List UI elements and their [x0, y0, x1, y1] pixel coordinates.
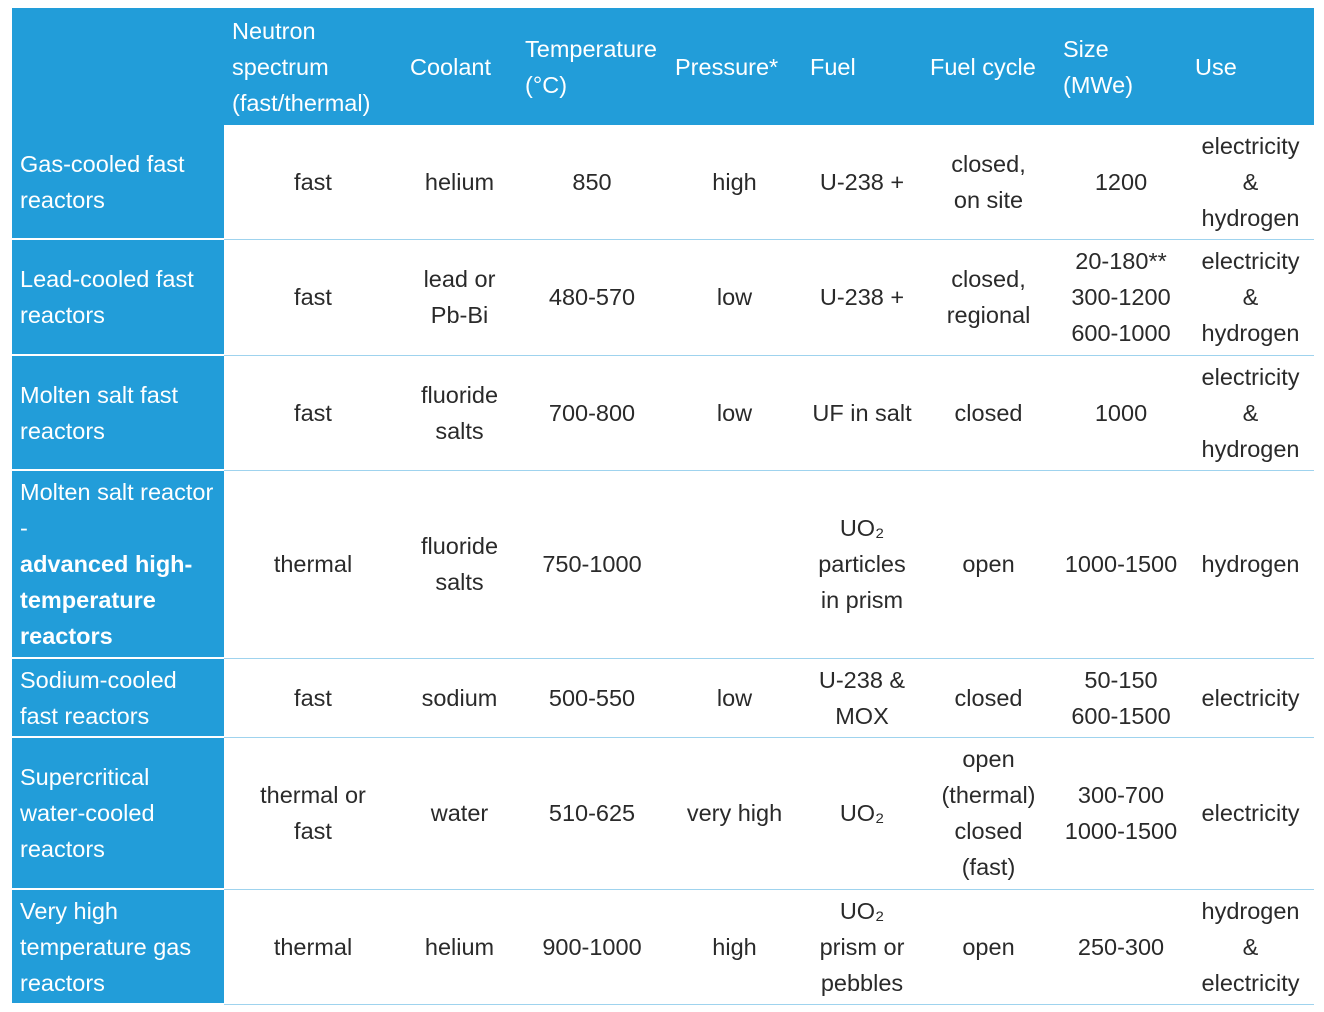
- table-cell: 700-800: [517, 355, 667, 471]
- column-header: Size (MWe): [1055, 8, 1187, 125]
- table-cell: low: [667, 239, 802, 356]
- row-header: Molten salt fast reactors: [12, 355, 224, 471]
- table-cell: 1000-1500: [1055, 470, 1187, 659]
- table-cell: very high: [667, 737, 802, 890]
- table-cell: low: [667, 658, 802, 738]
- table-cell: helium: [402, 889, 517, 1005]
- table-cell: thermal: [224, 889, 402, 1005]
- table-cell: 50-150 600-1500: [1055, 658, 1187, 738]
- row-label: Molten salt fast reactors: [20, 381, 179, 444]
- table-cell: thermal or fast: [224, 737, 402, 890]
- column-header: Neutron spectrum (fast/thermal): [224, 8, 402, 125]
- table-cell: electricity: [1187, 737, 1314, 890]
- table-row: Supercritical water-cooled reactors therm…: [12, 737, 1314, 890]
- table-cell: U-238 & MOX: [802, 658, 922, 738]
- table-cell: UO₂ particles in prism: [802, 470, 922, 659]
- row-label: Gas-cooled fast reactors: [20, 150, 185, 213]
- table-cell: fast: [224, 125, 402, 240]
- row-header: Sodium-cooled fast reactors: [12, 658, 224, 738]
- table-cell: fast: [224, 239, 402, 356]
- column-header: Coolant: [402, 8, 517, 125]
- table-cell: UF in salt: [802, 355, 922, 471]
- table-cell: open: [922, 889, 1055, 1005]
- table-cell: 480-570: [517, 239, 667, 356]
- table-cell: UO₂: [802, 737, 922, 890]
- table-row: Molten salt reactor - advanced high-tempe…: [12, 470, 1314, 659]
- column-header: [12, 8, 224, 125]
- row-header: Lead-cooled fast reactors: [12, 239, 224, 356]
- table-cell: electricity & hydrogen: [1187, 239, 1314, 356]
- row-label: Molten salt reactor -: [20, 479, 214, 541]
- row-header: Molten salt reactor - advanced high-tempe…: [12, 470, 224, 659]
- column-header: Pressure*: [667, 8, 802, 125]
- table-row: Very high temperature gas reactors therma…: [12, 889, 1314, 1005]
- table-cell: UO₂ prism or pebbles: [802, 889, 922, 1005]
- table-cell: water: [402, 737, 517, 890]
- table-cell: 850: [517, 125, 667, 240]
- table-cell: open (thermal) closed (fast): [922, 737, 1055, 890]
- table-cell: electricity & hydrogen: [1187, 355, 1314, 471]
- table-cell: helium: [402, 125, 517, 240]
- table-cell: [667, 470, 802, 659]
- table-cell: closed, on site: [922, 125, 1055, 240]
- row-label: Lead-cooled fast reactors: [20, 266, 194, 328]
- table-cell: 750-1000: [517, 470, 667, 659]
- table-cell: fast: [224, 658, 402, 738]
- table-cell: U-238 +: [802, 125, 922, 240]
- row-header: Gas-cooled fast reactors: [12, 125, 224, 240]
- table-cell: closed, regional: [922, 239, 1055, 356]
- column-header: Fuel: [802, 8, 922, 125]
- column-header: Fuel cycle: [922, 8, 1055, 125]
- row-header: Very high temperature gas reactors: [12, 889, 224, 1005]
- row-label-bold: advanced high-temperature reactors: [20, 551, 193, 649]
- table-cell: 900-1000: [517, 889, 667, 1005]
- row-label: Very high temperature gas reactors: [20, 897, 192, 996]
- table-cell: thermal: [224, 470, 402, 659]
- table-row: Molten salt fast reactors fast fluoride sa…: [12, 355, 1314, 471]
- row-header: Supercritical water-cooled reactors: [12, 737, 224, 890]
- column-header: Temperature (°C): [517, 8, 667, 125]
- table-cell: hydrogen & electricity: [1187, 889, 1314, 1005]
- table-cell: 1200: [1055, 125, 1187, 240]
- table-cell: 20-180** 300-1200 600-1000: [1055, 239, 1187, 356]
- table-row: Sodium-cooled fast reactors fast sodium 500…: [12, 658, 1314, 738]
- table-cell: closed: [922, 658, 1055, 738]
- row-label: Supercritical water-cooled reactors: [20, 764, 155, 862]
- table-cell: 300-700 1000-1500: [1055, 737, 1187, 890]
- table-cell: 1000: [1055, 355, 1187, 471]
- reactor-table: Neutron spectrum (fast/thermal) Coolant Te…: [12, 8, 1314, 1005]
- table-cell: closed: [922, 355, 1055, 471]
- table-cell: electricity: [1187, 658, 1314, 738]
- table-cell: high: [667, 889, 802, 1005]
- table-cell: high: [667, 125, 802, 240]
- table-body: Gas-cooled fast reactors fast helium 850 hig…: [12, 125, 1314, 1005]
- table-cell: U-238 +: [802, 239, 922, 356]
- table-cell: fluoride salts: [402, 470, 517, 659]
- column-header: Use: [1187, 8, 1314, 125]
- table-cell: fast: [224, 355, 402, 471]
- table-cell: lead or Pb-Bi: [402, 239, 517, 356]
- table-cell: 500-550: [517, 658, 667, 738]
- table-cell: 250-300: [1055, 889, 1187, 1005]
- table-row: Lead-cooled fast reactors fast lead or Pb-…: [12, 239, 1314, 356]
- row-label: Sodium-cooled fast reactors: [20, 666, 177, 729]
- table-cell: open: [922, 470, 1055, 659]
- table-cell: hydrogen: [1187, 470, 1314, 659]
- table-cell: sodium: [402, 658, 517, 738]
- table-cell: electricity & hydrogen: [1187, 125, 1314, 240]
- header-row: Neutron spectrum (fast/thermal) Coolant Te…: [12, 8, 1314, 125]
- table-cell: 510-625: [517, 737, 667, 890]
- table-cell: low: [667, 355, 802, 471]
- table-cell: fluoride salts: [402, 355, 517, 471]
- table-row: Gas-cooled fast reactors fast helium 850 hig…: [12, 125, 1314, 240]
